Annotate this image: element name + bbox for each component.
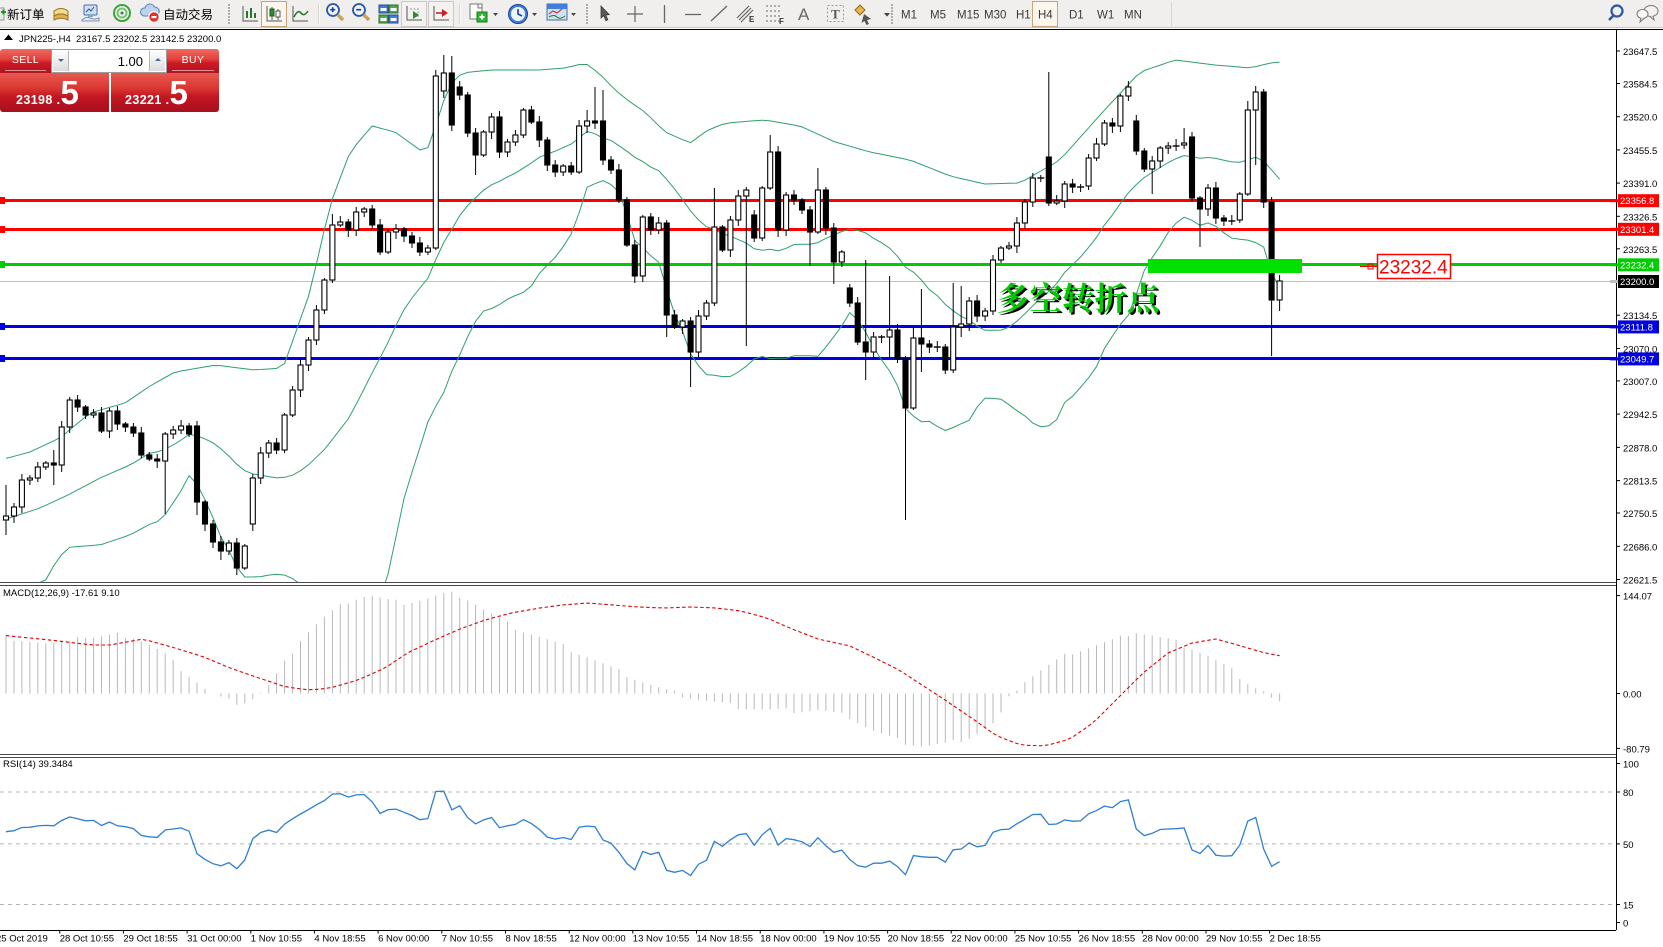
svg-text:50: 50: [1623, 840, 1634, 851]
svg-text:23520.0: 23520.0: [1623, 113, 1657, 124]
svg-text:26 Nov 18:55: 26 Nov 18:55: [1079, 934, 1136, 945]
svg-text:23647.5: 23647.5: [1623, 47, 1657, 58]
svg-text:15: 15: [1623, 901, 1634, 912]
svg-text:M1: M1: [901, 10, 917, 22]
svg-text:22686.0: 22686.0: [1623, 542, 1657, 553]
svg-text:23111.8: 23111.8: [1620, 322, 1653, 333]
svg-text:MN: MN: [1124, 10, 1142, 22]
svg-text:7 Nov 10:55: 7 Nov 10:55: [442, 934, 493, 945]
svg-text:23301.4: 23301.4: [1620, 225, 1654, 236]
svg-text:12 Nov 00:00: 12 Nov 00:00: [569, 934, 626, 945]
svg-text:23391.0: 23391.0: [1623, 179, 1657, 190]
svg-text:H4: H4: [1038, 10, 1053, 22]
svg-text:22942.5: 22942.5: [1623, 410, 1657, 421]
svg-text:23232.4: 23232.4: [1620, 260, 1654, 271]
svg-text:23326.5: 23326.5: [1623, 212, 1657, 223]
svg-text:22750.5: 22750.5: [1623, 509, 1657, 520]
svg-text:18 Nov 00:00: 18 Nov 00:00: [760, 934, 817, 945]
svg-text:29 Nov 10:55: 29 Nov 10:55: [1206, 934, 1263, 945]
svg-text:23356.8: 23356.8: [1620, 196, 1654, 207]
svg-text:23200.0: 23200.0: [1620, 277, 1654, 288]
svg-text:0: 0: [1623, 919, 1628, 930]
svg-text:22878.0: 22878.0: [1623, 443, 1657, 454]
svg-text:-80.79: -80.79: [1623, 744, 1650, 755]
svg-text:RSI(14) 39.3484: RSI(14) 39.3484: [3, 759, 73, 770]
svg-text:22813.5: 22813.5: [1623, 477, 1657, 488]
svg-text:0.00: 0.00: [1623, 690, 1642, 701]
svg-text:28 Nov 00:00: 28 Nov 00:00: [1142, 934, 1199, 945]
svg-text:23070.0: 23070.0: [1623, 345, 1657, 356]
svg-text:29 Oct 18:55: 29 Oct 18:55: [123, 934, 177, 945]
svg-text:MACD(12,26,9) -17.61 9.10: MACD(12,26,9) -17.61 9.10: [3, 588, 120, 599]
svg-text:A: A: [798, 5, 810, 24]
svg-text:80: 80: [1623, 788, 1634, 799]
svg-text:20 Nov 18:55: 20 Nov 18:55: [888, 934, 945, 945]
svg-text:M15: M15: [957, 10, 979, 22]
svg-text:6 Nov 00:00: 6 Nov 00:00: [378, 934, 429, 945]
svg-text:M30: M30: [984, 10, 1006, 22]
svg-text:F: F: [779, 17, 784, 26]
svg-text:23263.5: 23263.5: [1623, 245, 1657, 256]
svg-text:23584.5: 23584.5: [1623, 80, 1657, 91]
svg-text:T: T: [831, 7, 840, 22]
svg-text:23007.0: 23007.0: [1623, 377, 1657, 388]
svg-text:H1: H1: [1016, 10, 1031, 22]
svg-text:8 Nov 18:55: 8 Nov 18:55: [506, 934, 557, 945]
svg-text:4 Nov 18:55: 4 Nov 18:55: [314, 934, 365, 945]
svg-text:144.07: 144.07: [1623, 592, 1652, 603]
svg-text:22 Nov 00:00: 22 Nov 00:00: [951, 934, 1008, 945]
svg-text:13 Nov 10:55: 13 Nov 10:55: [633, 934, 690, 945]
svg-text:14 Nov 18:55: 14 Nov 18:55: [697, 934, 754, 945]
svg-text:19 Nov 10:55: 19 Nov 10:55: [824, 934, 881, 945]
svg-text:D1: D1: [1069, 10, 1084, 22]
svg-text:E: E: [749, 15, 755, 24]
svg-text:31 Oct 00:00: 31 Oct 00:00: [187, 934, 241, 945]
svg-text:23049.7: 23049.7: [1620, 354, 1654, 365]
svg-text:2 Dec 18:55: 2 Dec 18:55: [1270, 934, 1321, 945]
svg-text:23232.4: 23232.4: [1379, 258, 1448, 279]
svg-text:JPN225-,H4 23167.5 23202.5 23: JPN225-,H4 23167.5 23202.5 23142.5 23200…: [19, 34, 221, 45]
svg-text:100: 100: [1623, 760, 1639, 771]
svg-text:23455.5: 23455.5: [1623, 146, 1657, 157]
svg-text:W1: W1: [1097, 10, 1114, 22]
svg-text:28 Oct 10:55: 28 Oct 10:55: [60, 934, 114, 945]
svg-text:25 Oct 2019: 25 Oct 2019: [0, 934, 48, 945]
svg-text:1 Nov 10:55: 1 Nov 10:55: [251, 934, 302, 945]
svg-text:23134.5: 23134.5: [1623, 311, 1657, 322]
svg-text:M5: M5: [930, 10, 946, 22]
svg-text:25 Nov 10:55: 25 Nov 10:55: [1015, 934, 1072, 945]
svg-text:22621.5: 22621.5: [1623, 576, 1657, 587]
